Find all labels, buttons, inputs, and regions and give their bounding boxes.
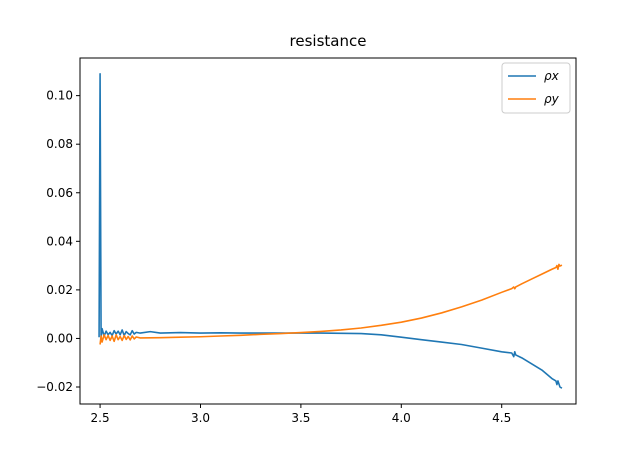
series-line-1: [98, 72, 563, 389]
y-tick-label: 0.04: [46, 234, 73, 248]
legend-label-2: ρy: [544, 92, 560, 106]
y-tick-label: 0.02: [46, 283, 73, 297]
x-tick-label: 2.5: [91, 411, 110, 425]
legend: ρx ρy: [501, 62, 571, 114]
y-tick-label: 0.08: [46, 137, 73, 151]
legend-frame: [501, 62, 571, 114]
x-tick-label: 3.5: [291, 411, 310, 425]
y-tick-label: 0.10: [46, 89, 73, 103]
series-line-2: [99, 263, 563, 345]
y-tick-label: −0.02: [36, 380, 73, 394]
plot-area: 2.5 3.0 3.5 4.0 4.5 −0.02 0.00 0.02 0.04 0.06 0.08…: [36, 57, 577, 425]
y-tick-label: 0.00: [46, 331, 73, 345]
chart-title: resistance: [290, 32, 367, 50]
axes-frame: [79, 57, 577, 405]
x-tick-label: 4.0: [392, 411, 411, 425]
legend-label-1: ρx: [544, 69, 560, 83]
x-tick-label: 3.0: [191, 411, 210, 425]
y-tick-label: 0.06: [46, 186, 73, 200]
x-tick-label: 4.5: [492, 411, 511, 425]
